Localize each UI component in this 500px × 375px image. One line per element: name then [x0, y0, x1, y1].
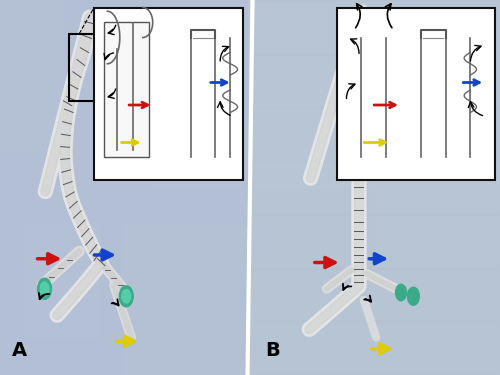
Bar	[0, 0, 62, 150]
Bar	[252, 269, 500, 321]
Bar	[94, 8, 242, 180]
Circle shape	[408, 287, 420, 305]
Circle shape	[120, 286, 133, 307]
Bar	[25, 225, 99, 338]
Circle shape	[122, 290, 130, 303]
Bar	[0, 322, 248, 375]
Bar	[0, 162, 248, 214]
Bar	[0, 108, 248, 161]
Bar	[124, 225, 248, 375]
Bar	[104, 22, 148, 158]
Bar	[0, 269, 248, 321]
Bar	[0, 1, 248, 54]
Bar	[148, 0, 248, 188]
Bar	[70, 34, 102, 101]
Text: A: A	[12, 341, 28, 360]
Bar	[252, 108, 500, 161]
Text: B: B	[265, 341, 280, 360]
Bar	[252, 215, 500, 268]
Bar	[342, 26, 376, 101]
Bar	[252, 1, 500, 54]
Bar	[0, 215, 248, 268]
Circle shape	[40, 282, 49, 296]
Bar	[252, 55, 500, 107]
Bar	[336, 8, 495, 180]
Bar	[252, 0, 376, 188]
Circle shape	[396, 284, 406, 301]
Bar	[376, 0, 500, 262]
Bar	[252, 322, 500, 375]
Bar	[0, 55, 248, 107]
Circle shape	[38, 278, 52, 299]
Bar	[252, 162, 500, 214]
